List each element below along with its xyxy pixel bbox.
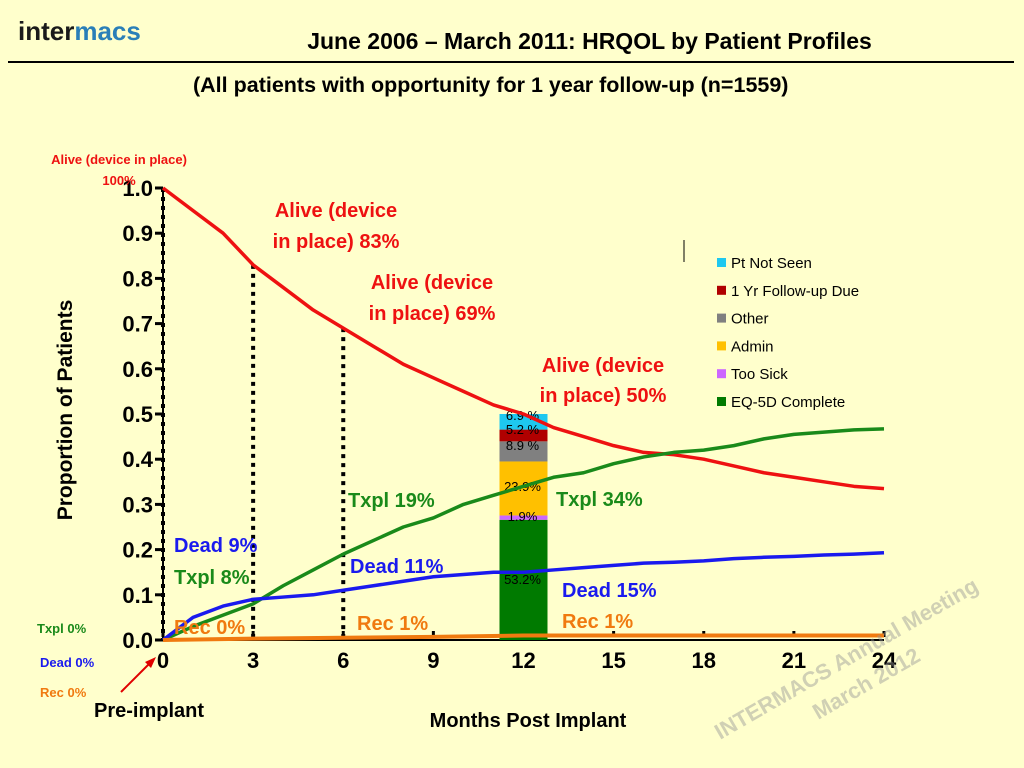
- bar-label-eq5d: 53.2%: [504, 572, 541, 587]
- legend-label-eq5d: EQ-5D Complete: [731, 394, 845, 411]
- legend-label-followup_due: 1 Yr Follow-up Due: [731, 283, 859, 300]
- x-tick-label: 24: [872, 648, 897, 673]
- title-divider: [8, 61, 1014, 63]
- y-axis-label: Proportion of Patients: [54, 300, 77, 521]
- legend-label-admin: Admin: [731, 338, 774, 355]
- y-tick-label: 0.7: [122, 312, 153, 337]
- x-tick-label: 18: [692, 648, 716, 673]
- bar-label-too_sick: 1.9%: [508, 509, 538, 524]
- legend-label-pt_not_seen: Pt Not Seen: [731, 255, 812, 272]
- watermark-line1: INTERMACS Annual Meeting: [710, 573, 982, 745]
- annotation-txpl-8: Txpl 8%: [174, 567, 250, 589]
- intermacs-logo: intermacs: [18, 16, 141, 47]
- page-subtitle: (All patients with opportunity for 1 yea…: [193, 73, 789, 97]
- annotation-dead-15: Dead 15%: [562, 580, 657, 602]
- annotation-rec-1b: Rec 1%: [562, 611, 633, 633]
- x-tick-label: 9: [427, 648, 439, 673]
- y-tick-label: 0.1: [122, 583, 153, 608]
- y-tick-label: 0.9: [122, 221, 153, 246]
- x-tick-label: 0: [157, 648, 169, 673]
- y-tick-label: 0.3: [122, 492, 153, 517]
- x-tick-label: 15: [601, 648, 625, 673]
- annotation-pre-implant: Pre-implant: [94, 700, 204, 722]
- annotation-dead-0: Dead 0%: [40, 655, 95, 670]
- annotation-rec-0b: Rec 0%: [40, 685, 87, 700]
- y-tick-label: 0.2: [122, 538, 153, 563]
- annotation-dead-9: Dead 9%: [174, 535, 258, 557]
- y-tick-label: 0.0: [122, 628, 153, 653]
- annotation-alive-50-line2: in place) 50%: [540, 385, 667, 407]
- logo-part1: inter: [18, 16, 75, 46]
- legend-swatch-too_sick: [717, 369, 726, 379]
- legend-label-other: Other: [731, 311, 769, 328]
- pre-implant-arrowhead: [145, 657, 156, 668]
- series-line-dead: [161, 551, 885, 642]
- legend-swatch-other: [717, 313, 726, 323]
- annotation-alive-50-line1: Alive (device: [542, 355, 664, 377]
- y-tick-label: 0.6: [122, 357, 153, 382]
- legend-swatch-admin: [717, 341, 726, 351]
- page-title: June 2006 – March 2011: HRQOL by Patient…: [307, 28, 872, 54]
- annotation-dead-11: Dead 11%: [350, 556, 444, 578]
- logo-part2: macs: [74, 16, 141, 46]
- series-line-alive: [161, 186, 885, 491]
- bar-label-other: 8.9 %: [506, 438, 540, 453]
- bar-label-followup_due: 5.2 %: [506, 422, 540, 437]
- bar-segment-other: [499, 441, 548, 462]
- y-tick-label: 0.8: [122, 266, 153, 291]
- x-tick-label: 6: [337, 648, 349, 673]
- y-tick-label: 0.4: [122, 447, 153, 472]
- series-line-rec: [162, 633, 884, 642]
- pre-implant-arrow: [120, 660, 153, 693]
- bar-segment-too_sick: [499, 515, 548, 520]
- annotation-alive-69-line2: in place) 69%: [369, 303, 496, 325]
- y-tick-label: 1.0: [122, 176, 153, 201]
- x-tick-label: 12: [511, 648, 535, 673]
- x-tick-label: 21: [782, 648, 806, 673]
- series-line-txpl: [162, 427, 885, 642]
- annotation-rec-0: Rec 0%: [174, 617, 245, 639]
- annotation-alive-69-line1: Alive (device: [371, 272, 493, 294]
- x-tick-label: 3: [247, 648, 259, 673]
- bar-segment-admin: [499, 461, 548, 516]
- annotation-alive-100-line2: 100%: [102, 173, 136, 188]
- legend-swatch-pt_not_seen: [717, 258, 726, 267]
- x-axis-label: Months Post Implant: [430, 710, 627, 732]
- annotation-alive-100-line1: Alive (device in place): [51, 152, 187, 167]
- annotation-txpl-34: Txpl 34%: [556, 489, 643, 511]
- annotation-rec-1a: Rec 1%: [357, 613, 428, 635]
- annotation-txpl-0: Txpl 0%: [37, 621, 87, 636]
- legend-swatch-eq5d: [717, 397, 726, 406]
- annotation-alive-83-line1: Alive (device: [275, 200, 397, 222]
- bar-segment-followup_due: [499, 429, 548, 442]
- annotation-txpl-19: Txpl 19%: [348, 490, 435, 512]
- bar-segment-eq5d: [499, 519, 548, 640]
- y-tick-label: 0.5: [122, 402, 153, 427]
- legend-swatch-followup_due: [717, 285, 726, 295]
- annotation-alive-83-line2: in place) 83%: [273, 231, 400, 253]
- legend-label-too_sick: Too Sick: [731, 366, 788, 383]
